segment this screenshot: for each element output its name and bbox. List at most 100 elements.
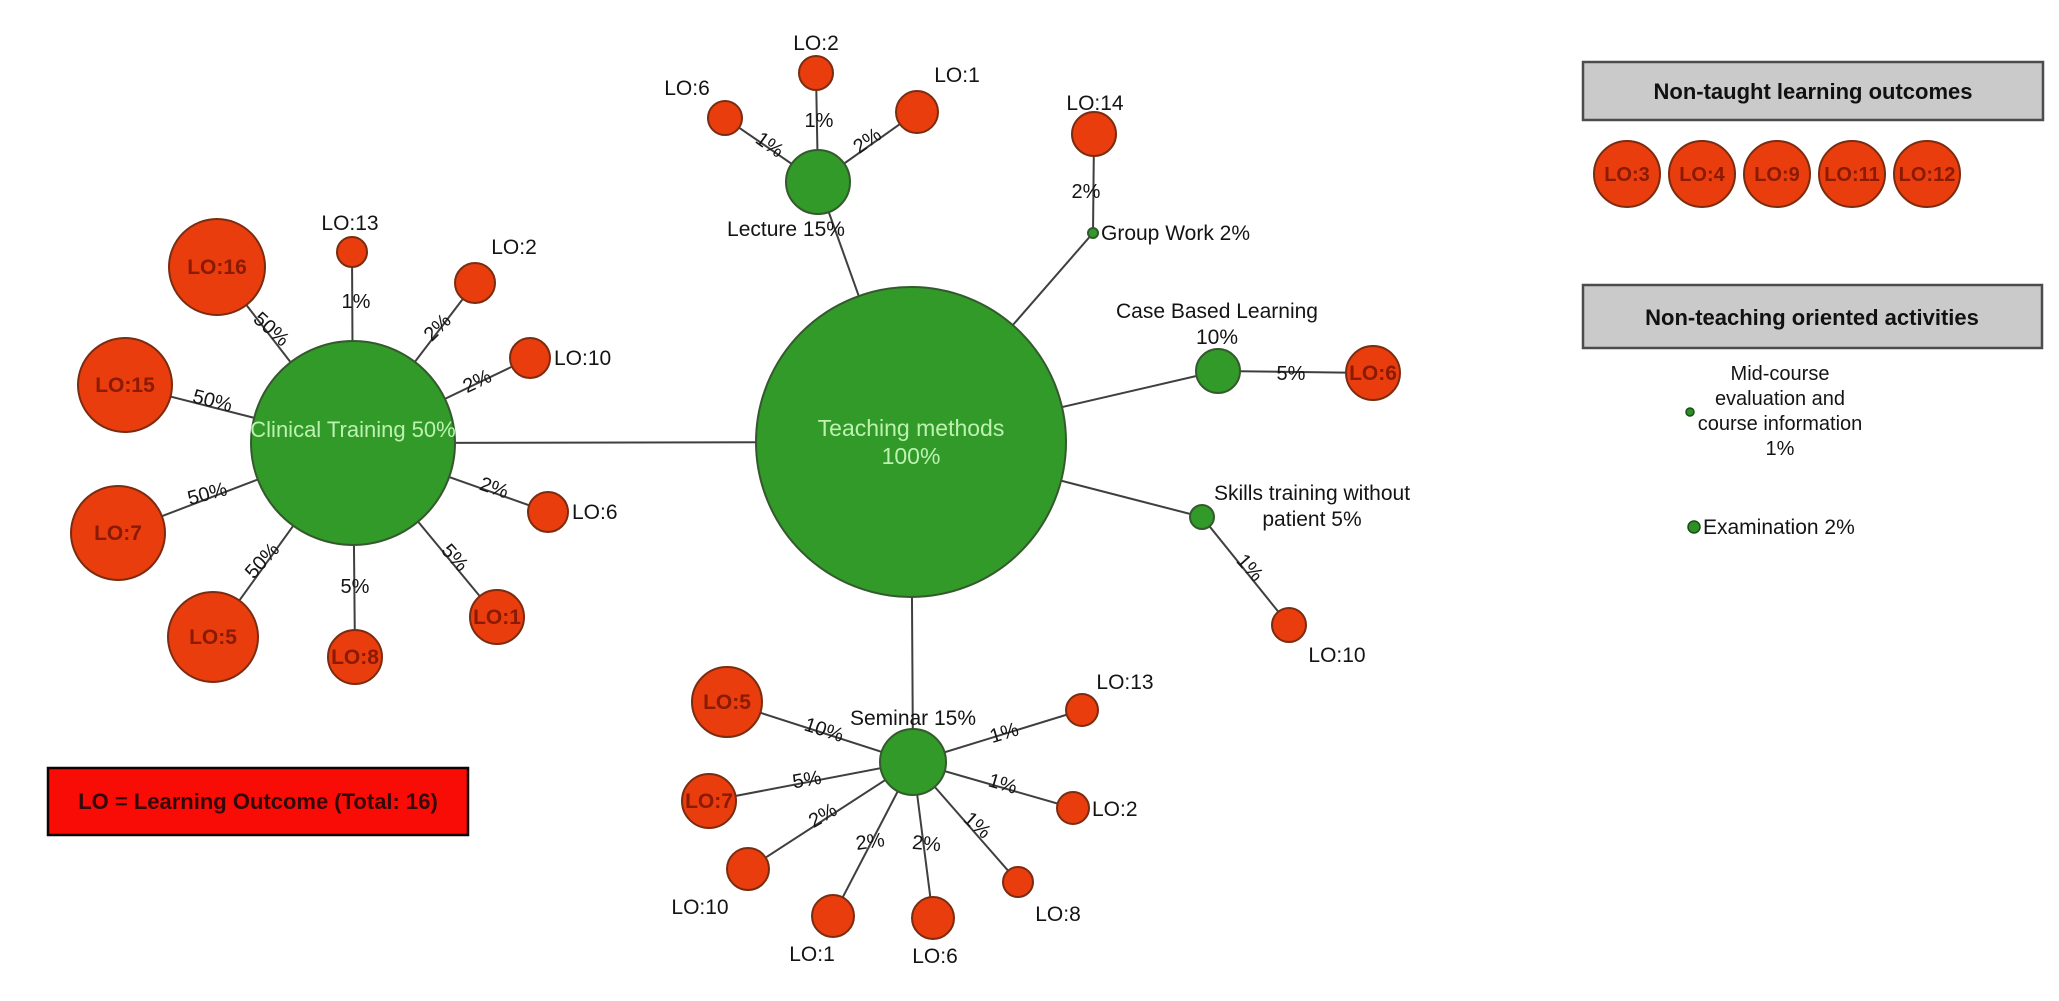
- clinical-lo8-label: LO:8: [331, 646, 379, 669]
- clinical-node-lo15: [77, 337, 173, 433]
- legend-non-taught: Non-taught learning outcomes LO:3 LO:4 L…: [1581, 60, 2045, 208]
- clinical-node-lo1: [469, 589, 525, 645]
- group-work-node: [1087, 227, 1099, 239]
- seminar-node-lo10: [726, 847, 770, 891]
- seminar-node: [879, 728, 947, 796]
- legend-non-taught-box: [1581, 60, 2045, 122]
- seminar-label: Seminar 15%: [850, 707, 976, 730]
- clinical-lo13-label: LO:13: [321, 212, 378, 235]
- edge-seminar-lo7: [708, 761, 914, 802]
- skills-node-lo10: [1271, 607, 1307, 643]
- seminar-node-lo5: [691, 666, 763, 738]
- seminar-lo13-label: LO:13: [1096, 671, 1153, 694]
- pct-seminar-lo8: 1%: [959, 808, 995, 844]
- lecture-node: [785, 149, 851, 215]
- outcome-nodes: [70, 55, 1401, 940]
- clinical-node-lo6: [527, 491, 569, 533]
- seminar-lo7-label: LO:7: [685, 790, 733, 813]
- legend-lo9-label: LO:9: [1754, 164, 1800, 186]
- pct-clinical-lo1: 5%: [437, 540, 473, 576]
- clinical-lo16-label: LO:16: [187, 256, 247, 279]
- mid-course-label-line1: Mid-course: [1731, 363, 1830, 385]
- seminar-lo6-label: LO:6: [912, 945, 958, 968]
- case-based-label-line2: 10%: [1196, 326, 1238, 349]
- legend-lo3-label: LO:3: [1604, 164, 1650, 186]
- legend-node-lo9: [1743, 140, 1811, 208]
- clinical-node-lo16: [168, 218, 266, 316]
- legend-lo4-label: LO:4: [1679, 164, 1725, 186]
- clinical-lo6-label: LO:6: [572, 501, 618, 524]
- clinical-node-lo13: [336, 236, 368, 268]
- pct-lecture-lo1: 2%: [849, 124, 885, 159]
- seminar-node-lo2: [1056, 791, 1090, 825]
- pct-clinical-lo8: 5%: [341, 576, 370, 598]
- note: LO = Learning Outcome (Total: 16): [46, 766, 470, 837]
- case-based-node: [1195, 348, 1241, 394]
- groupwork-node-lo14: [1071, 111, 1117, 157]
- skills-lo10-label: LO:10: [1308, 644, 1365, 667]
- examination-dot: [1687, 520, 1701, 534]
- clinical-node-lo7: [70, 485, 166, 581]
- clinical-training-node: [250, 340, 456, 546]
- lecture-lo6-label: LO:6: [664, 77, 710, 100]
- clinical-node-lo8: [327, 629, 383, 685]
- lecture-node-lo2: [798, 55, 834, 91]
- lecture-node-lo1: [895, 90, 939, 134]
- legend-activities: Non-teaching oriented activities Mid-cou…: [1581, 283, 2044, 539]
- lecture-lo1-label: LO:1: [934, 64, 980, 87]
- clinical-lo5-label: LO:5: [189, 626, 237, 649]
- mid-course-dot: [1685, 407, 1695, 417]
- note-box: [46, 766, 470, 837]
- examination-label: Examination 2%: [1703, 516, 1855, 539]
- pct-clinical-lo6: 2%: [477, 473, 512, 503]
- legend-lo11-label: LO:11: [1824, 164, 1880, 186]
- mid-course-label-line2: evaluation and: [1715, 388, 1845, 410]
- legend-node-lo11: [1818, 140, 1886, 208]
- skills-label-line1: Skills training without: [1214, 482, 1410, 505]
- seminar-lo5-label: LO:5: [703, 691, 751, 714]
- edge-skills-lo10: [1201, 516, 1290, 626]
- legend-activities-box: [1581, 283, 2044, 350]
- legend-node-lo3: [1593, 140, 1661, 208]
- teaching-methods-label-line2: 100%: [882, 443, 941, 469]
- clinical-lo7-label: LO:7: [94, 522, 142, 545]
- clinical-lo10-label: LO:10: [554, 347, 611, 370]
- clinical-lo1-label: LO:1: [473, 606, 521, 629]
- case-based-label-line1: Case Based Learning: [1116, 300, 1318, 323]
- teaching-methods-node: [755, 286, 1067, 598]
- outcome-labels: LO:6 LO:2 LO:1 LO:14 LO:6 LO:10 LO:13 LO…: [94, 32, 1397, 968]
- clinical-node-lo2: [454, 262, 496, 304]
- casebased-lo6-label: LO:6: [1349, 362, 1397, 385]
- pct-clinical-lo10: 2%: [460, 365, 496, 398]
- pct-clinical-lo13: 1%: [342, 291, 371, 313]
- legend-activities-title: Non-teaching oriented activities: [1645, 305, 1979, 330]
- legend-non-taught-title: Non-taught learning outcomes: [1654, 79, 1973, 104]
- pct-seminar-lo13: 1%: [987, 718, 1021, 748]
- method-labels: Teaching methods 100% Clinical Training …: [250, 218, 1410, 730]
- pct-seminar-lo2: 1%: [986, 770, 1020, 799]
- pct-seminar-lo7: 5%: [791, 767, 824, 794]
- lecture-node-lo6: [707, 100, 743, 136]
- seminar-lo10-label: LO:10: [671, 896, 728, 919]
- casebased-node-lo6: [1345, 345, 1401, 401]
- seminar-node-lo8: [1002, 866, 1034, 898]
- seminar-lo1-label: LO:1: [789, 943, 835, 966]
- seminar-lo2-label: LO:2: [1092, 798, 1138, 821]
- clinical-training-label: Clinical Training 50%: [250, 417, 455, 442]
- legend-lo12-label: LO:12: [1899, 164, 1956, 186]
- mid-course-label-line4: 1%: [1766, 438, 1795, 460]
- lecture-lo2-label: LO:2: [793, 32, 839, 55]
- skills-label-line2: patient 5%: [1262, 508, 1361, 531]
- teaching-methods-label-line1: Teaching methods: [818, 415, 1005, 441]
- mid-course-label-line3: course information: [1698, 413, 1863, 435]
- pct-clinical-lo7: 50%: [185, 478, 230, 510]
- pct-seminar-lo5: 10%: [801, 714, 846, 747]
- skills-training-node: [1189, 504, 1215, 530]
- pct-seminar-lo1: 2%: [854, 829, 886, 855]
- legend-node-lo12: [1893, 140, 1961, 208]
- clinical-lo2-label: LO:2: [491, 236, 537, 259]
- clinical-node-lo5: [167, 591, 259, 683]
- clinical-lo15-label: LO:15: [95, 374, 155, 397]
